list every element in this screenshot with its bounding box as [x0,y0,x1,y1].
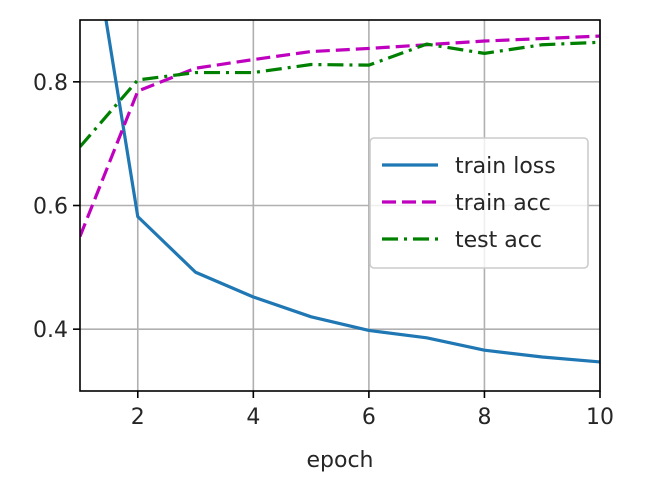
series-line-test-acc [80,40,600,148]
x-tick-label: 2 [131,405,145,430]
legend-label: train loss [455,154,556,179]
y-tick-label: 0.4 [33,318,68,343]
x-tick-label: 8 [477,405,491,430]
series-line-train-acc [80,34,600,238]
legend-label: test acc [455,228,542,253]
legend-label: train acc [455,191,551,216]
y-tick-label: 0.6 [33,195,68,220]
y-tick-label: 0.8 [33,71,68,96]
x-tick-label: 6 [362,405,376,430]
legend-box [369,137,589,269]
x-tick-label: 10 [586,405,614,430]
series-lines [80,20,600,364]
x-tick-label: 4 [246,405,260,430]
legend: train loss train acc test acc [369,137,589,269]
series-line-train-loss [104,20,600,364]
x-axis-label: epoch [307,448,374,473]
axis-ticks: 2 4 6 8 10 0.4 0.6 0.8 [33,71,614,430]
